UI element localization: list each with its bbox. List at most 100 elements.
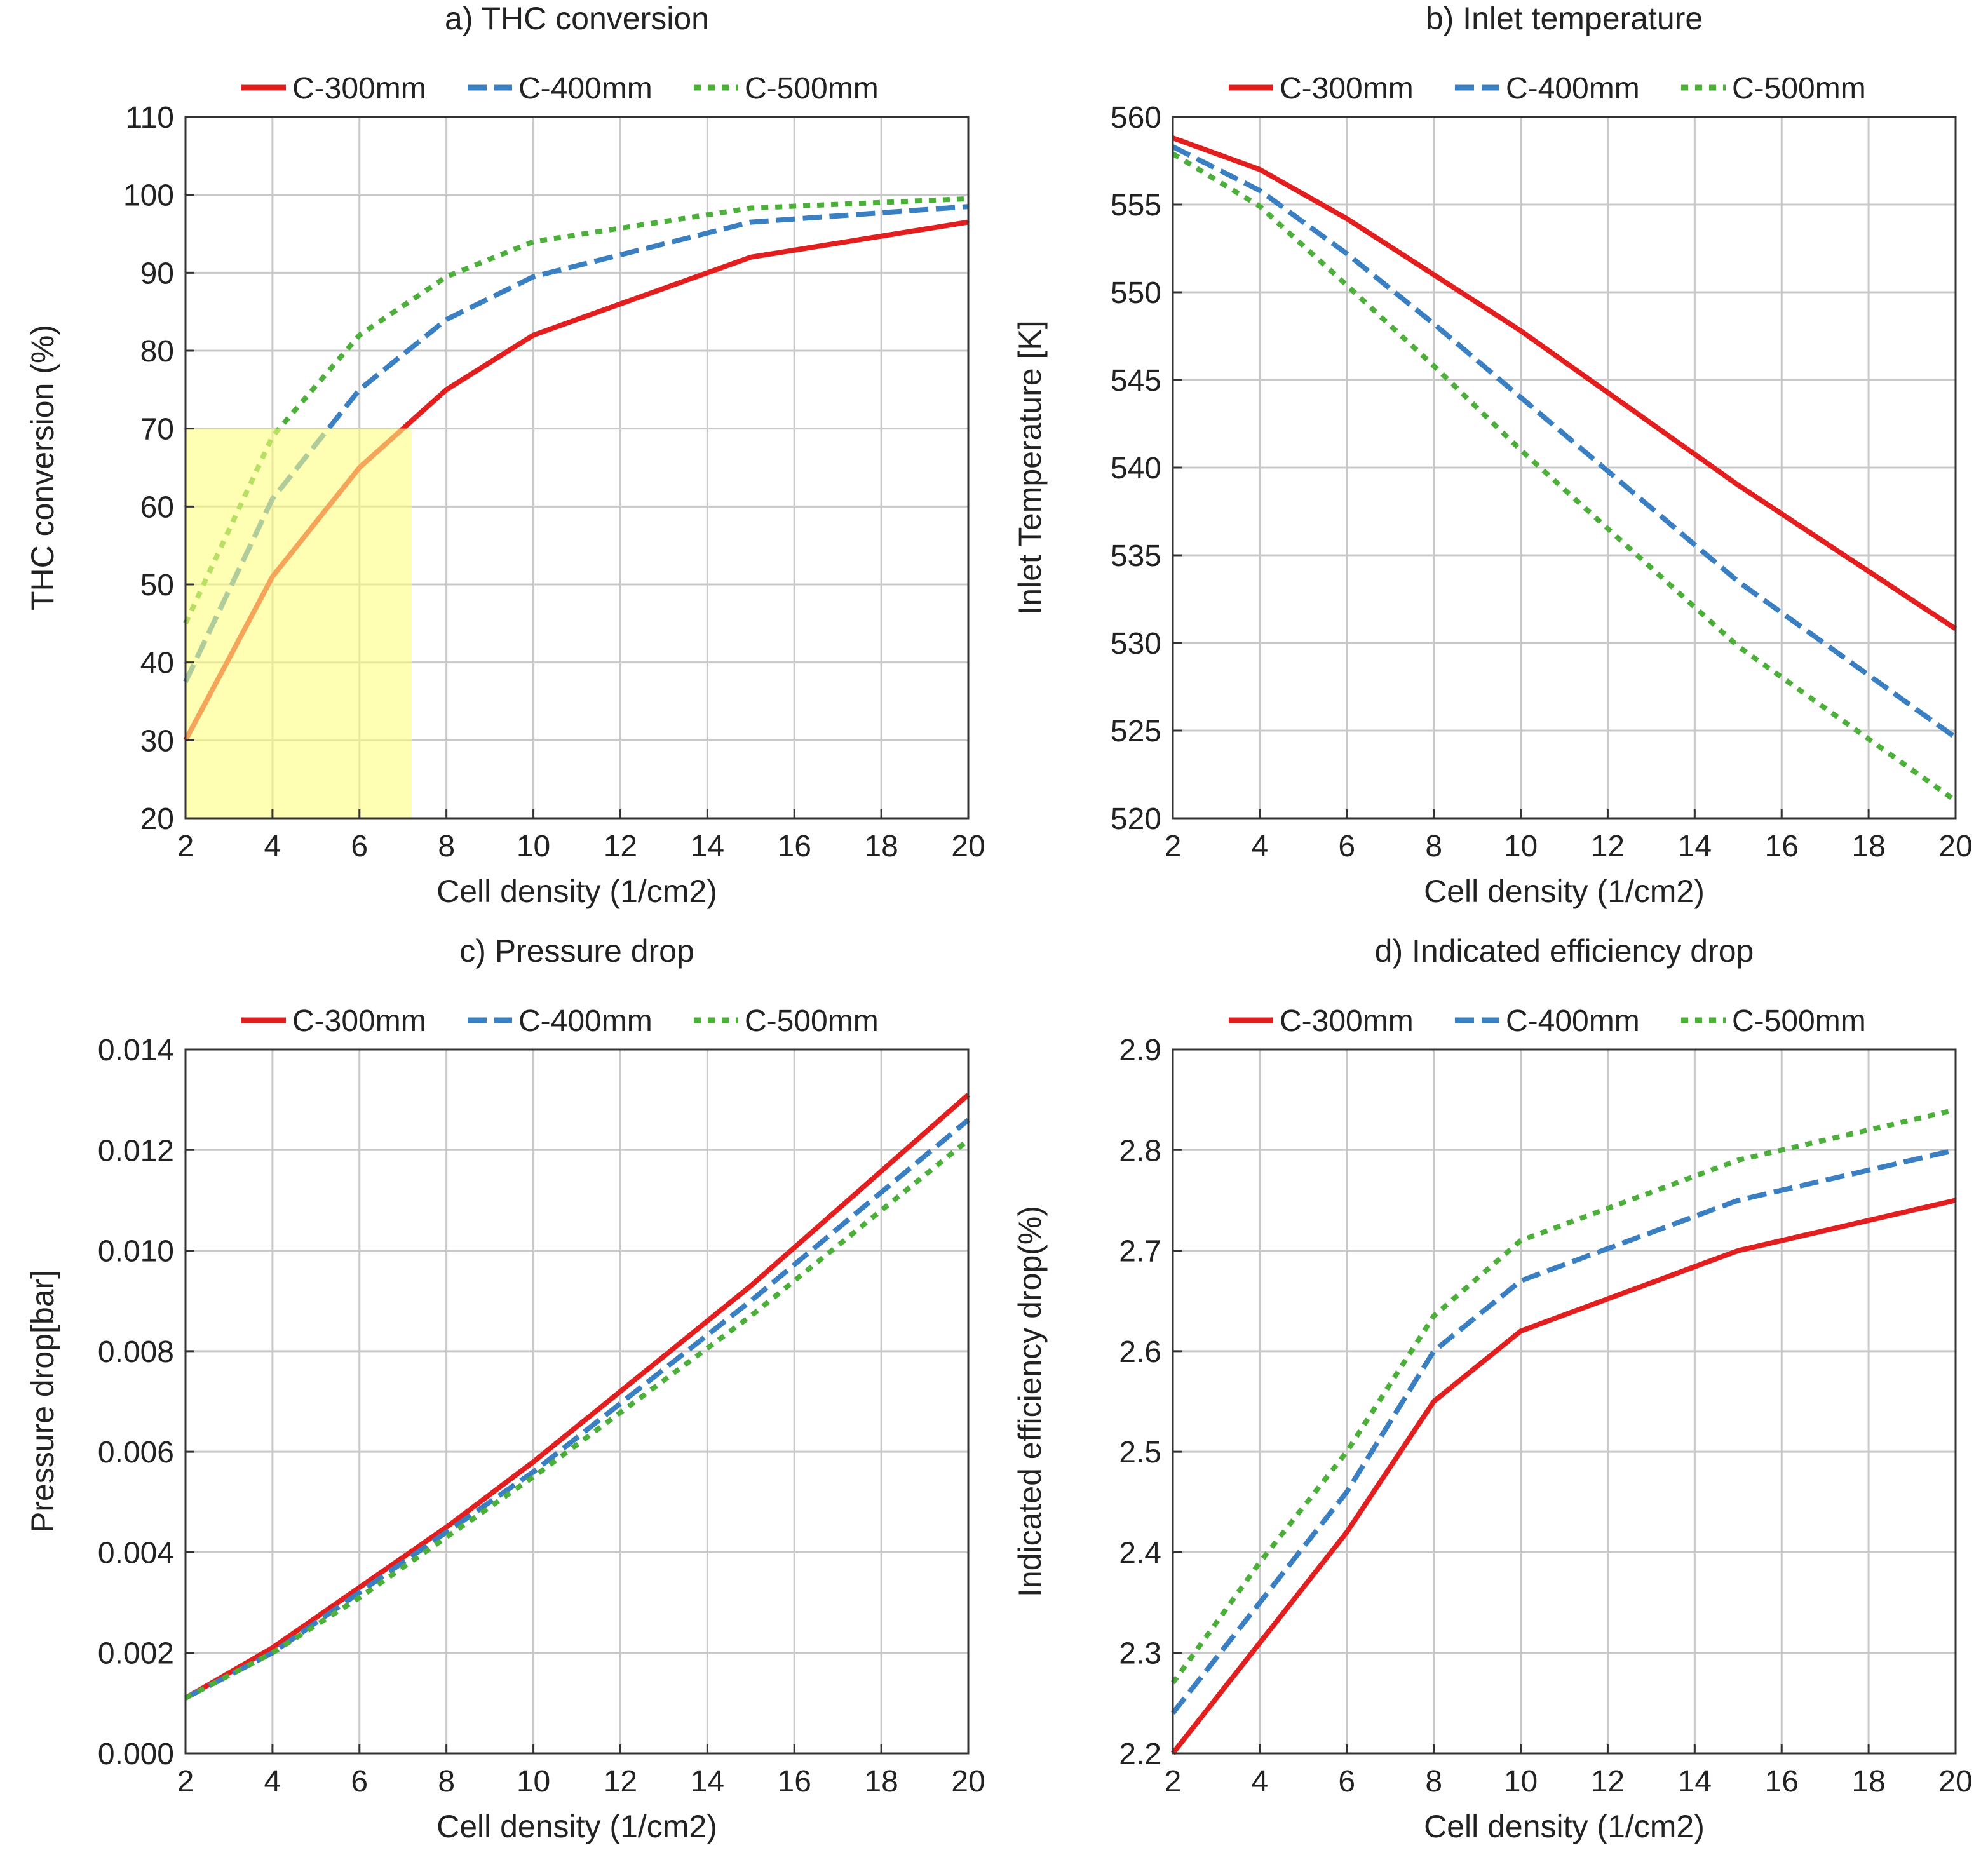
x-tick-label: 18 [1851, 1765, 1885, 1798]
highlight-region [186, 428, 412, 818]
x-tick-label: 4 [264, 830, 281, 863]
x-tick-label: 10 [517, 1765, 550, 1798]
x-tick-label: 8 [438, 1765, 455, 1798]
x-tick-label: 10 [1504, 1765, 1538, 1798]
chart-a: a) THC conversion C-300mm C-400mm C-500mm 2 4… [25, 1, 985, 909]
legend-label: C-400mm [1506, 1004, 1640, 1038]
x-tick-label: 18 [864, 1765, 898, 1798]
chart-title: c) Pressure drop [459, 933, 694, 969]
series-line-C-400mm [1170, 1147, 1956, 1715]
legend: C-300mm C-400mm C-500mm [241, 72, 879, 105]
y-tick-label: 550 [1111, 276, 1161, 310]
legend-label: C-500mm [745, 1004, 879, 1038]
x-tick-label: 2 [177, 1765, 194, 1798]
y-tick-label: 530 [1111, 627, 1161, 661]
chart-b: b) Inlet temperature C-300mm C-400mm C-500m… [1012, 1, 1973, 909]
x-tick-label: 16 [1765, 830, 1799, 863]
x-tick-label: 16 [778, 830, 811, 863]
legend: C-300mm C-400mm C-500mm [241, 1004, 879, 1038]
y-tick-label: 2.6 [1119, 1335, 1161, 1369]
legend-label: C-500mm [1732, 1004, 1866, 1038]
y-tick-label: 90 [140, 257, 174, 290]
series-line-C-300mm [184, 1093, 970, 1701]
x-tick-label: 14 [691, 1765, 724, 1798]
x-tick-label: 6 [351, 1765, 368, 1798]
y-tick-label: 100 [123, 179, 174, 213]
x-tick-label: 6 [351, 830, 368, 863]
y-tick-label: 2.8 [1119, 1134, 1161, 1168]
y-tick-label: 2.7 [1119, 1235, 1161, 1269]
y-tick-label: 545 [1111, 364, 1161, 398]
legend-label: C-400mm [518, 1004, 653, 1038]
x-tick-label: 18 [864, 830, 898, 863]
chart-c: c) Pressure drop C-300mm C-400mm C-500mm 2 4 6… [25, 933, 985, 1844]
y-axis-label: Indicated efficiency drop(%) [1012, 1206, 1048, 1597]
x-axis-label: Cell density (1/cm2) [436, 1809, 717, 1844]
x-tick-label: 14 [691, 830, 724, 863]
series-line-C-300mm [1170, 1198, 1956, 1755]
x-tick-label: 16 [778, 1765, 811, 1798]
x-tick-label: 12 [604, 1765, 637, 1798]
legend-label: C-500mm [745, 72, 879, 105]
x-tick-label: 8 [1425, 1765, 1442, 1798]
x-tick-label: 6 [1338, 1765, 1355, 1798]
x-tick-label: 2 [1165, 1765, 1182, 1798]
y-tick-label: 0.012 [98, 1134, 174, 1168]
x-axis-label: Cell density (1/cm2) [1424, 874, 1705, 909]
y-tick-label: 40 [140, 647, 174, 680]
x-tick-label: 10 [1504, 830, 1538, 863]
y-tick-label: 2.9 [1119, 1034, 1161, 1067]
x-tick-label: 4 [1252, 1765, 1269, 1798]
legend-label: C-400mm [1506, 72, 1640, 105]
legend: C-300mm C-400mm C-500mm [1229, 72, 1866, 105]
y-tick-label: 0.006 [98, 1436, 174, 1469]
x-tick-label: 8 [1425, 830, 1442, 863]
x-tick-label: 12 [604, 830, 637, 863]
series-line-C-500mm [184, 1138, 970, 1701]
legend-label: C-400mm [518, 72, 653, 105]
y-tick-label: 20 [140, 802, 174, 836]
plot-frame [184, 1048, 970, 1755]
y-tick-label: 535 [1111, 539, 1161, 573]
legend-label: C-300mm [292, 72, 426, 105]
x-tick-label: 4 [264, 1765, 281, 1798]
plot-frame [184, 116, 970, 820]
y-tick-label: 80 [140, 335, 174, 368]
chart-title: b) Inlet temperature [1426, 1, 1703, 36]
x-tick-label: 14 [1678, 1765, 1712, 1798]
y-tick-label: 110 [125, 101, 174, 135]
y-tick-label: 540 [1111, 452, 1161, 485]
y-tick-label: 0.014 [98, 1034, 174, 1067]
x-tick-label: 12 [1591, 1765, 1625, 1798]
x-tick-label: 4 [1252, 830, 1269, 863]
series-line-C-500mm [1170, 1107, 1956, 1685]
y-axis-label: Inlet Temperature [K] [1012, 320, 1048, 614]
x-tick-label: 8 [438, 830, 455, 863]
x-tick-label: 6 [1338, 830, 1355, 863]
y-tick-label: 0.004 [98, 1536, 174, 1570]
legend-label: C-300mm [292, 1004, 426, 1038]
y-tick-label: 520 [1111, 802, 1161, 836]
y-tick-label: 2.3 [1119, 1637, 1161, 1671]
x-tick-label: 10 [517, 830, 550, 863]
y-tick-label: 2.2 [1119, 1737, 1161, 1771]
x-tick-label: 20 [951, 1765, 985, 1798]
chart-title: d) Indicated efficiency drop [1375, 933, 1754, 969]
series-line-C-500mm [1171, 151, 1958, 803]
x-tick-label: 20 [1938, 1765, 1972, 1798]
y-axis-label: Pressure drop[bar] [25, 1270, 60, 1533]
x-axis-label: Cell density (1/cm2) [1424, 1809, 1705, 1844]
legend-label: C-500mm [1732, 72, 1866, 105]
y-tick-label: 560 [1111, 101, 1161, 135]
y-tick-label: 0.010 [98, 1235, 174, 1269]
y-tick-label: 2.4 [1119, 1536, 1161, 1570]
x-tick-label: 16 [1765, 1765, 1799, 1798]
x-tick-label: 14 [1678, 830, 1712, 863]
x-tick-label: 18 [1851, 830, 1885, 863]
y-tick-label: 555 [1111, 189, 1161, 222]
y-tick-label: 70 [140, 413, 174, 447]
y-tick-label: 0.000 [98, 1737, 174, 1771]
y-tick-label: 2.5 [1119, 1436, 1161, 1469]
x-tick-label: 2 [177, 830, 194, 863]
